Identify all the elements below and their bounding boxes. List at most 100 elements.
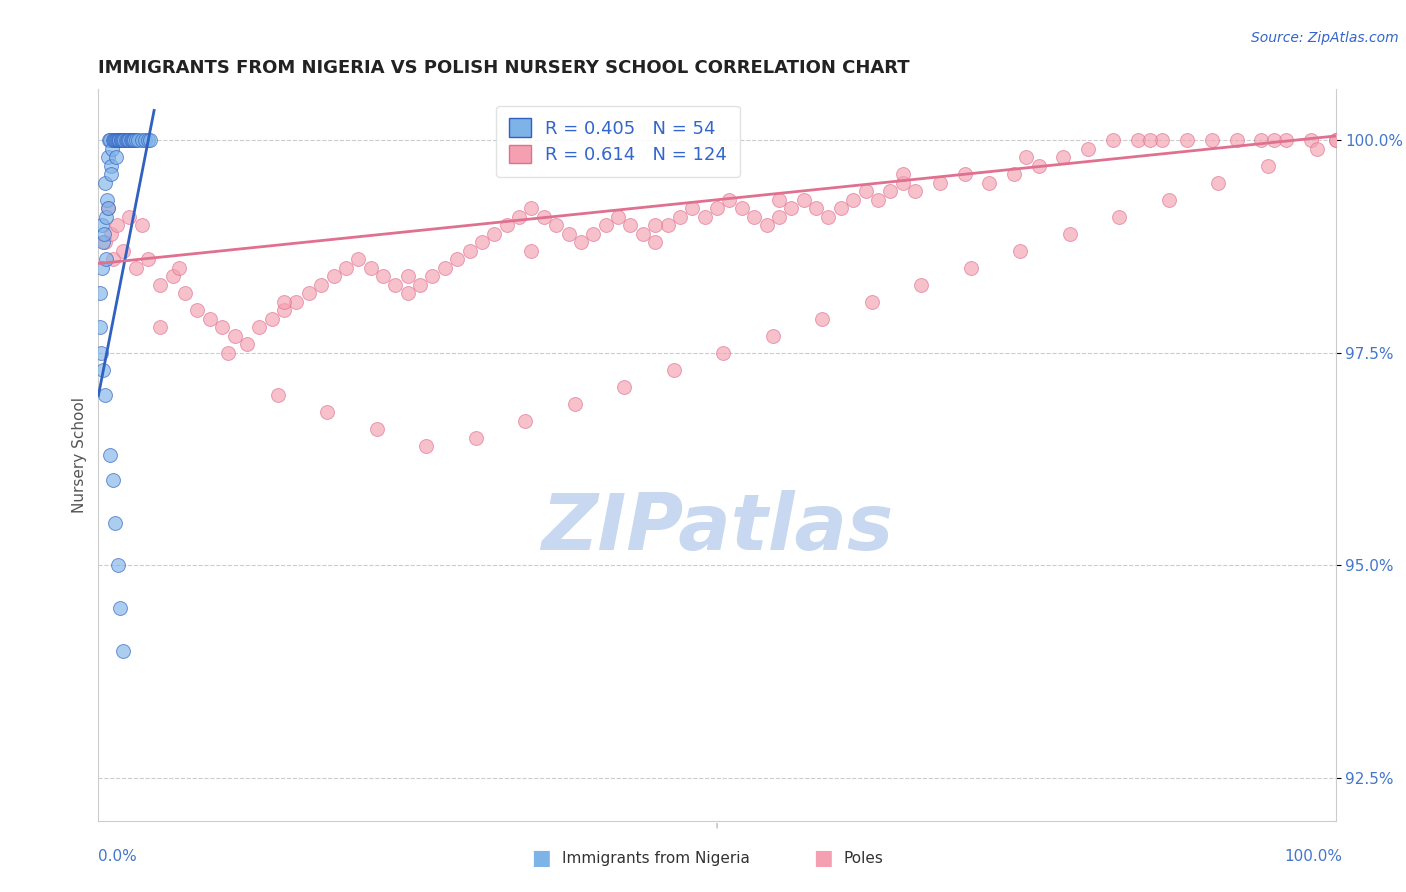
Point	[298, 286, 321, 301]
Point	[90, 346, 112, 360]
Point	[681, 201, 703, 215]
Point	[1201, 133, 1223, 147]
Point	[762, 329, 785, 343]
Point	[458, 244, 481, 258]
Point	[112, 244, 135, 258]
Point	[121, 133, 143, 147]
Point	[285, 294, 308, 309]
Point	[669, 210, 692, 224]
Point	[104, 516, 127, 530]
Point	[139, 133, 162, 147]
Point	[322, 269, 344, 284]
Point	[273, 303, 295, 318]
Point	[1250, 133, 1272, 147]
Point	[110, 133, 132, 147]
Point	[360, 260, 382, 275]
Point	[347, 252, 370, 267]
Point	[1175, 133, 1198, 147]
Point	[657, 219, 679, 233]
Point	[1102, 133, 1125, 147]
Point	[891, 167, 914, 181]
Point	[267, 388, 290, 402]
Point	[112, 133, 135, 147]
Point	[804, 201, 827, 215]
Point	[149, 277, 172, 292]
Point	[186, 303, 208, 318]
Point	[335, 260, 357, 275]
Point	[93, 235, 115, 250]
Point	[89, 320, 111, 334]
Point	[247, 320, 270, 334]
Point	[546, 219, 568, 233]
Point	[706, 201, 728, 215]
Point	[131, 133, 153, 147]
Point	[100, 227, 122, 241]
Point	[1275, 133, 1298, 147]
Point	[366, 422, 388, 436]
Y-axis label: Nursery School: Nursery School	[72, 397, 87, 513]
Point	[120, 133, 142, 147]
Point	[211, 320, 233, 334]
Text: ■: ■	[531, 848, 551, 868]
Point	[98, 448, 121, 462]
Point	[495, 219, 517, 233]
Point	[396, 269, 419, 284]
Point	[97, 150, 120, 164]
Point	[1059, 227, 1081, 241]
Point	[644, 235, 666, 250]
Point	[1139, 133, 1161, 147]
Point	[103, 133, 125, 147]
Point	[415, 439, 437, 453]
Text: Immigrants from Nigeria: Immigrants from Nigeria	[562, 851, 751, 865]
Point	[94, 252, 117, 267]
Point	[162, 269, 184, 284]
Point	[979, 176, 1001, 190]
Point	[817, 210, 839, 224]
Point	[167, 260, 190, 275]
Point	[904, 184, 927, 198]
Point	[371, 269, 394, 284]
Point	[959, 260, 981, 275]
Point	[111, 133, 134, 147]
Point	[693, 210, 716, 224]
Point	[124, 133, 146, 147]
Point	[595, 219, 617, 233]
Text: ZIPatlas: ZIPatlas	[541, 490, 893, 566]
Point	[104, 150, 127, 164]
Text: Source: ZipAtlas.com: Source: ZipAtlas.com	[1251, 31, 1399, 45]
Point	[768, 210, 790, 224]
Point	[711, 346, 734, 360]
Point	[520, 201, 543, 215]
Point	[830, 201, 852, 215]
Point	[1002, 167, 1025, 181]
Point	[101, 142, 124, 156]
Point	[93, 176, 115, 190]
Point	[96, 210, 118, 224]
Point	[105, 219, 128, 233]
Point	[508, 210, 530, 224]
Point	[515, 414, 537, 428]
Point	[1263, 133, 1285, 147]
Point	[149, 320, 172, 334]
Point	[855, 184, 877, 198]
Point	[108, 133, 131, 147]
Point	[1206, 176, 1229, 190]
Point	[174, 286, 197, 301]
Point	[631, 227, 654, 241]
Point	[93, 235, 115, 250]
Point	[111, 643, 134, 657]
Point	[811, 311, 834, 326]
Point	[1226, 133, 1249, 147]
Point	[780, 201, 803, 215]
Point	[768, 193, 790, 207]
Point	[731, 201, 754, 215]
Text: 100.0%: 100.0%	[1285, 849, 1343, 863]
Point	[108, 601, 131, 615]
Text: IMMIGRANTS FROM NIGERIA VS POLISH NURSERY SCHOOL CORRELATION CHART: IMMIGRANTS FROM NIGERIA VS POLISH NURSER…	[98, 59, 910, 77]
Point	[1257, 159, 1279, 173]
Point	[446, 252, 468, 267]
Point	[118, 133, 141, 147]
Point	[97, 133, 120, 147]
Text: ■: ■	[813, 848, 832, 868]
Point	[755, 219, 778, 233]
